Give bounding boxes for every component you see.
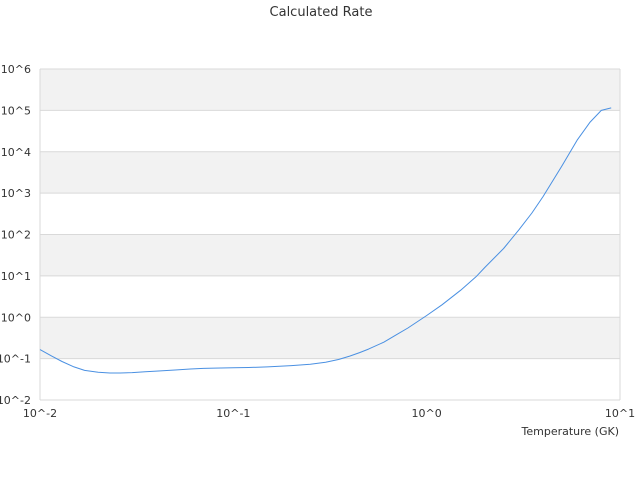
y-tick-label: 10^4 — [1, 146, 31, 159]
y-tick-label: 10^-1 — [0, 353, 31, 366]
y-tick-label: 10^6 — [1, 63, 31, 76]
y-tick-label: 10^0 — [1, 311, 31, 324]
plot-band — [40, 275, 620, 318]
x-axis-title: Temperature (GK) — [521, 425, 620, 438]
y-tick-label: 10^3 — [1, 187, 31, 200]
y-tick-label: 10^1 — [1, 270, 31, 283]
plot-band — [40, 151, 620, 194]
series-line — [39, 107, 612, 374]
plot-band — [40, 110, 620, 152]
plot-band — [40, 193, 620, 235]
x-axis-ticks: 10^-2 10^-1 10^0 10^1 — [23, 407, 635, 420]
plot-band — [40, 234, 620, 276]
plot-bands — [40, 69, 620, 400]
x-tick-label: 10^0 — [412, 407, 442, 420]
y-axis-ticks: 10^-2 10^-1 10^0 10^1 10^2 10^3 10^4 10^5 10^6 — [0, 63, 31, 407]
plot-band — [40, 358, 620, 400]
x-tick-label: 10^-1 — [216, 407, 250, 420]
y-tick-label: 10^5 — [1, 104, 31, 117]
chart-title: Calculated Rate — [270, 5, 373, 20]
y-tick-label: 10^2 — [1, 229, 31, 242]
x-tick-label: 10^-2 — [23, 407, 57, 420]
series-layer — [39, 107, 612, 374]
y-tick-label: 10^-2 — [0, 394, 31, 407]
plot-band — [40, 69, 620, 111]
plot-band — [40, 317, 620, 359]
x-tick-label: 10^1 — [605, 407, 635, 420]
grid-lines — [39, 68, 621, 401]
